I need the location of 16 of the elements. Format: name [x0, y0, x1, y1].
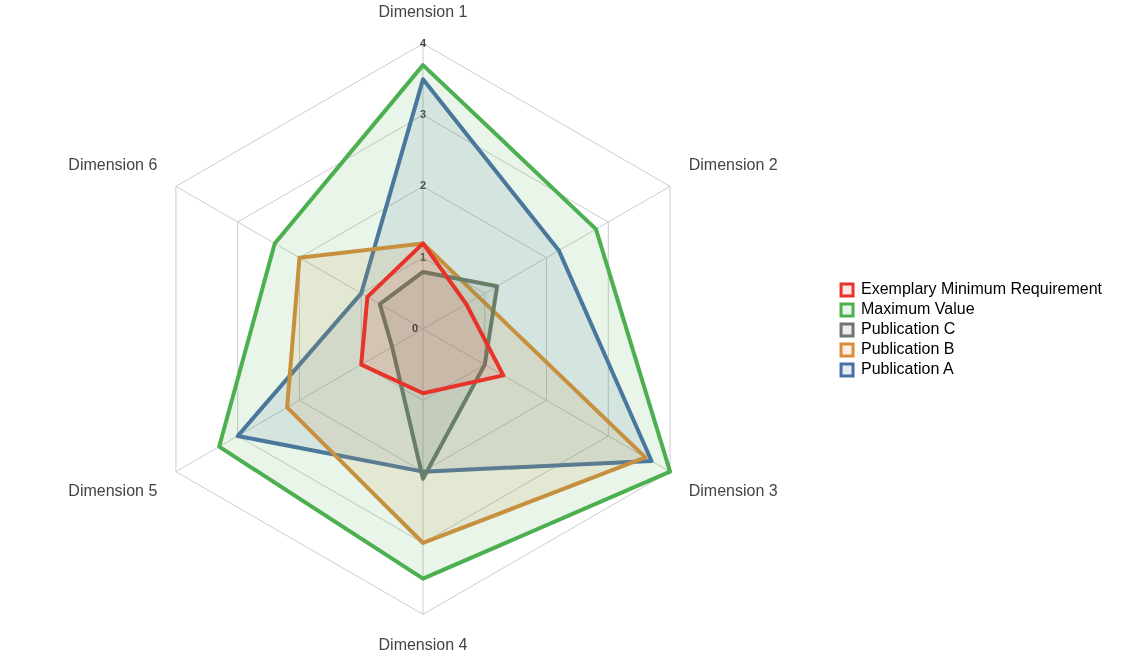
y-tick-label: 2: [419, 179, 427, 192]
spoke-label: Dimension 2: [688, 156, 778, 174]
legend-label: Maximum Value: [861, 300, 975, 318]
spoke-label: Dimension 4: [378, 635, 468, 653]
spoke-label: Dimension 5: [68, 482, 158, 500]
spoke-label: Dimension 3: [688, 482, 778, 500]
spoke-label: Dimension 1: [378, 3, 468, 21]
legend-label: Publication C: [861, 320, 956, 338]
legend-label: Publication A: [861, 360, 954, 378]
legend-label: Publication B: [861, 340, 955, 358]
y-tick-label: 1: [419, 250, 427, 263]
y-tick-label: 4: [419, 36, 427, 49]
y-tick-label: 0: [411, 322, 419, 335]
spoke-label: Dimension 6: [68, 156, 158, 174]
legend-label: Exemplary Minimum Requirement: [861, 280, 1103, 298]
y-tick-label: 3: [419, 108, 427, 121]
